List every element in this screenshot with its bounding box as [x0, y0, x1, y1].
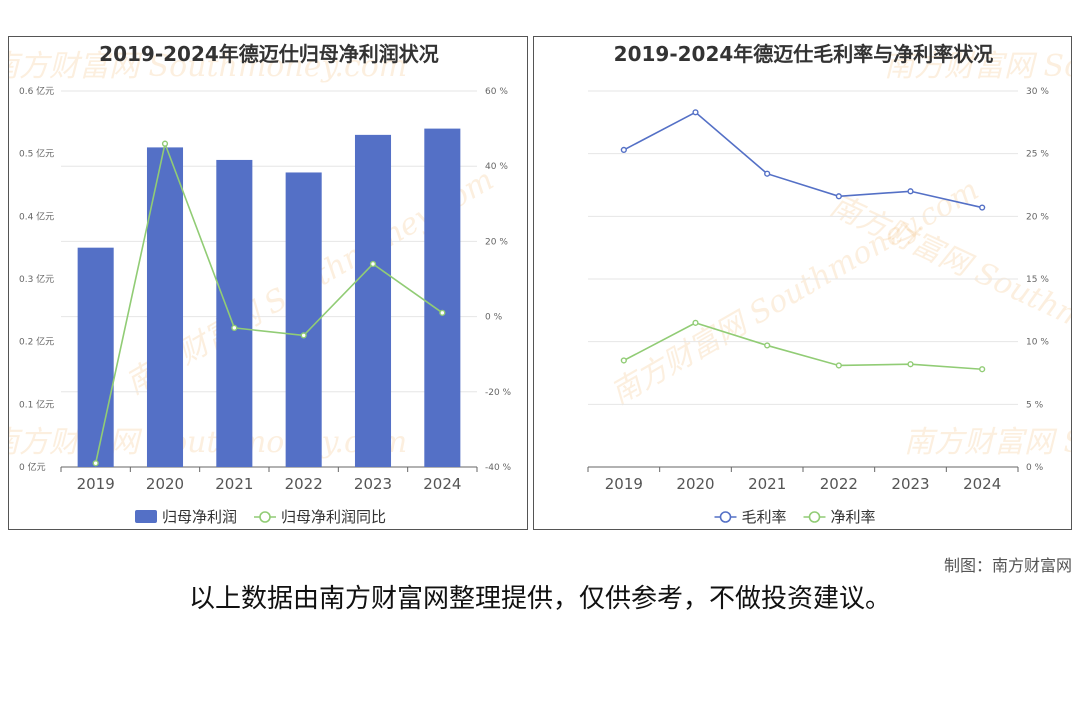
chart-title: 2019-2024年德迈仕毛利率与净利率状况	[614, 42, 994, 66]
x-axis-tick-label: 2024	[963, 475, 1001, 493]
chart-title: 2019-2024年德迈仕归母净利润状况	[99, 42, 439, 66]
left-axis-tick-label: 0.3 亿元	[19, 273, 54, 285]
legend-label: 毛利率	[742, 508, 787, 526]
legend-label: 归母净利润	[162, 508, 237, 526]
data-point	[835, 193, 842, 200]
legend-marker	[808, 511, 821, 523]
right-axis-tick-label: 40 %	[485, 162, 508, 172]
legend-swatch	[135, 510, 157, 523]
data-point	[92, 460, 99, 467]
right-axis-tick-label: 60 %	[485, 87, 508, 97]
x-axis-tick-label: 2020	[146, 475, 184, 493]
data-point	[764, 342, 771, 349]
right-axis-tick-label: 30 %	[1026, 87, 1049, 97]
data-point	[907, 361, 914, 368]
left-chart-panel: 南方财富网 Southmoney.com 南方财富网 Southmoney.co…	[8, 36, 528, 530]
data-point	[620, 357, 627, 364]
series-line	[623, 322, 983, 371]
disclaimer: 以上数据由南方财富网整理提供，仅供参考，不做投资建议。	[188, 584, 891, 614]
x-axis-tick-label: 2023	[891, 475, 929, 493]
data-point	[620, 146, 627, 154]
left-axis-tick-label: 0.2 亿元	[19, 336, 54, 348]
data-point	[835, 362, 842, 369]
data-point	[161, 140, 169, 147]
legend-label: 净利率	[831, 508, 876, 526]
bar	[216, 159, 253, 467]
series-line	[623, 111, 983, 209]
left-axis-tick-label: 0 亿元	[19, 461, 46, 473]
bar	[285, 172, 322, 467]
data-point	[369, 260, 377, 268]
x-axis-tick-label: 2024	[423, 475, 461, 493]
x-axis-tick-label: 2019	[77, 475, 115, 493]
left-axis-tick-label: 0.1 亿元	[19, 398, 54, 410]
bar	[146, 147, 184, 467]
bar	[424, 128, 461, 467]
data-point	[764, 170, 771, 177]
x-axis-tick-label: 2022	[820, 475, 858, 493]
right-axis-tick-label: 20 %	[1026, 212, 1049, 222]
right-axis-tick-label: -40 %	[485, 463, 512, 473]
right-axis-tick-label: 0 %	[1026, 463, 1044, 473]
bar	[354, 134, 392, 467]
legend-marker	[259, 511, 271, 523]
x-axis-tick-label: 2019	[605, 475, 643, 493]
right-axis-tick-label: 25 %	[1026, 150, 1049, 160]
x-axis-tick-label: 2021	[215, 475, 253, 493]
data-point	[692, 109, 699, 116]
legend-marker	[719, 511, 732, 523]
left-axis-tick-label: 0.6 亿元	[19, 85, 54, 97]
x-axis-tick-label: 2022	[285, 475, 323, 493]
data-point	[439, 309, 446, 316]
right-chart-panel: 南方财富网 Southmoney.com 南方财富网 Southmoney.co…	[533, 36, 1072, 530]
right-axis-tick-label: -20 %	[485, 388, 512, 398]
chart-credit: 制图：南方财富网	[943, 556, 1072, 575]
legend-label: 归母净利润同比	[281, 508, 386, 526]
right-axis-tick-label: 20 %	[485, 237, 508, 247]
data-point	[979, 366, 986, 373]
data-point	[979, 204, 986, 211]
data-point	[231, 324, 238, 331]
bar	[77, 247, 114, 467]
right-axis-tick-label: 0 %	[485, 313, 503, 323]
x-axis-tick-label: 2021	[748, 475, 786, 493]
left-axis-tick-label: 0.4 亿元	[19, 210, 54, 222]
left-axis-tick-label: 0.5 亿元	[19, 148, 54, 160]
net-profit-chart: 2019-2024年德迈仕归母净利润状况 -40 % -20 % 0 % 20 % 40 …	[19, 42, 512, 526]
right-axis-tick-label: 5 %	[1026, 400, 1044, 410]
data-point	[692, 319, 699, 326]
data-point	[907, 188, 914, 195]
margin-chart: 2019-2024年德迈仕毛利率与净利率状况 0 % 5 % 10 % 15 % 20 %…	[587, 42, 1049, 526]
data-point	[300, 332, 307, 339]
series-line	[94, 140, 443, 464]
x-axis-tick-label: 2023	[354, 475, 392, 493]
x-axis-tick-label: 2020	[676, 475, 714, 493]
right-axis-tick-label: 15 %	[1026, 275, 1049, 285]
right-axis-tick-label: 10 %	[1026, 338, 1049, 348]
